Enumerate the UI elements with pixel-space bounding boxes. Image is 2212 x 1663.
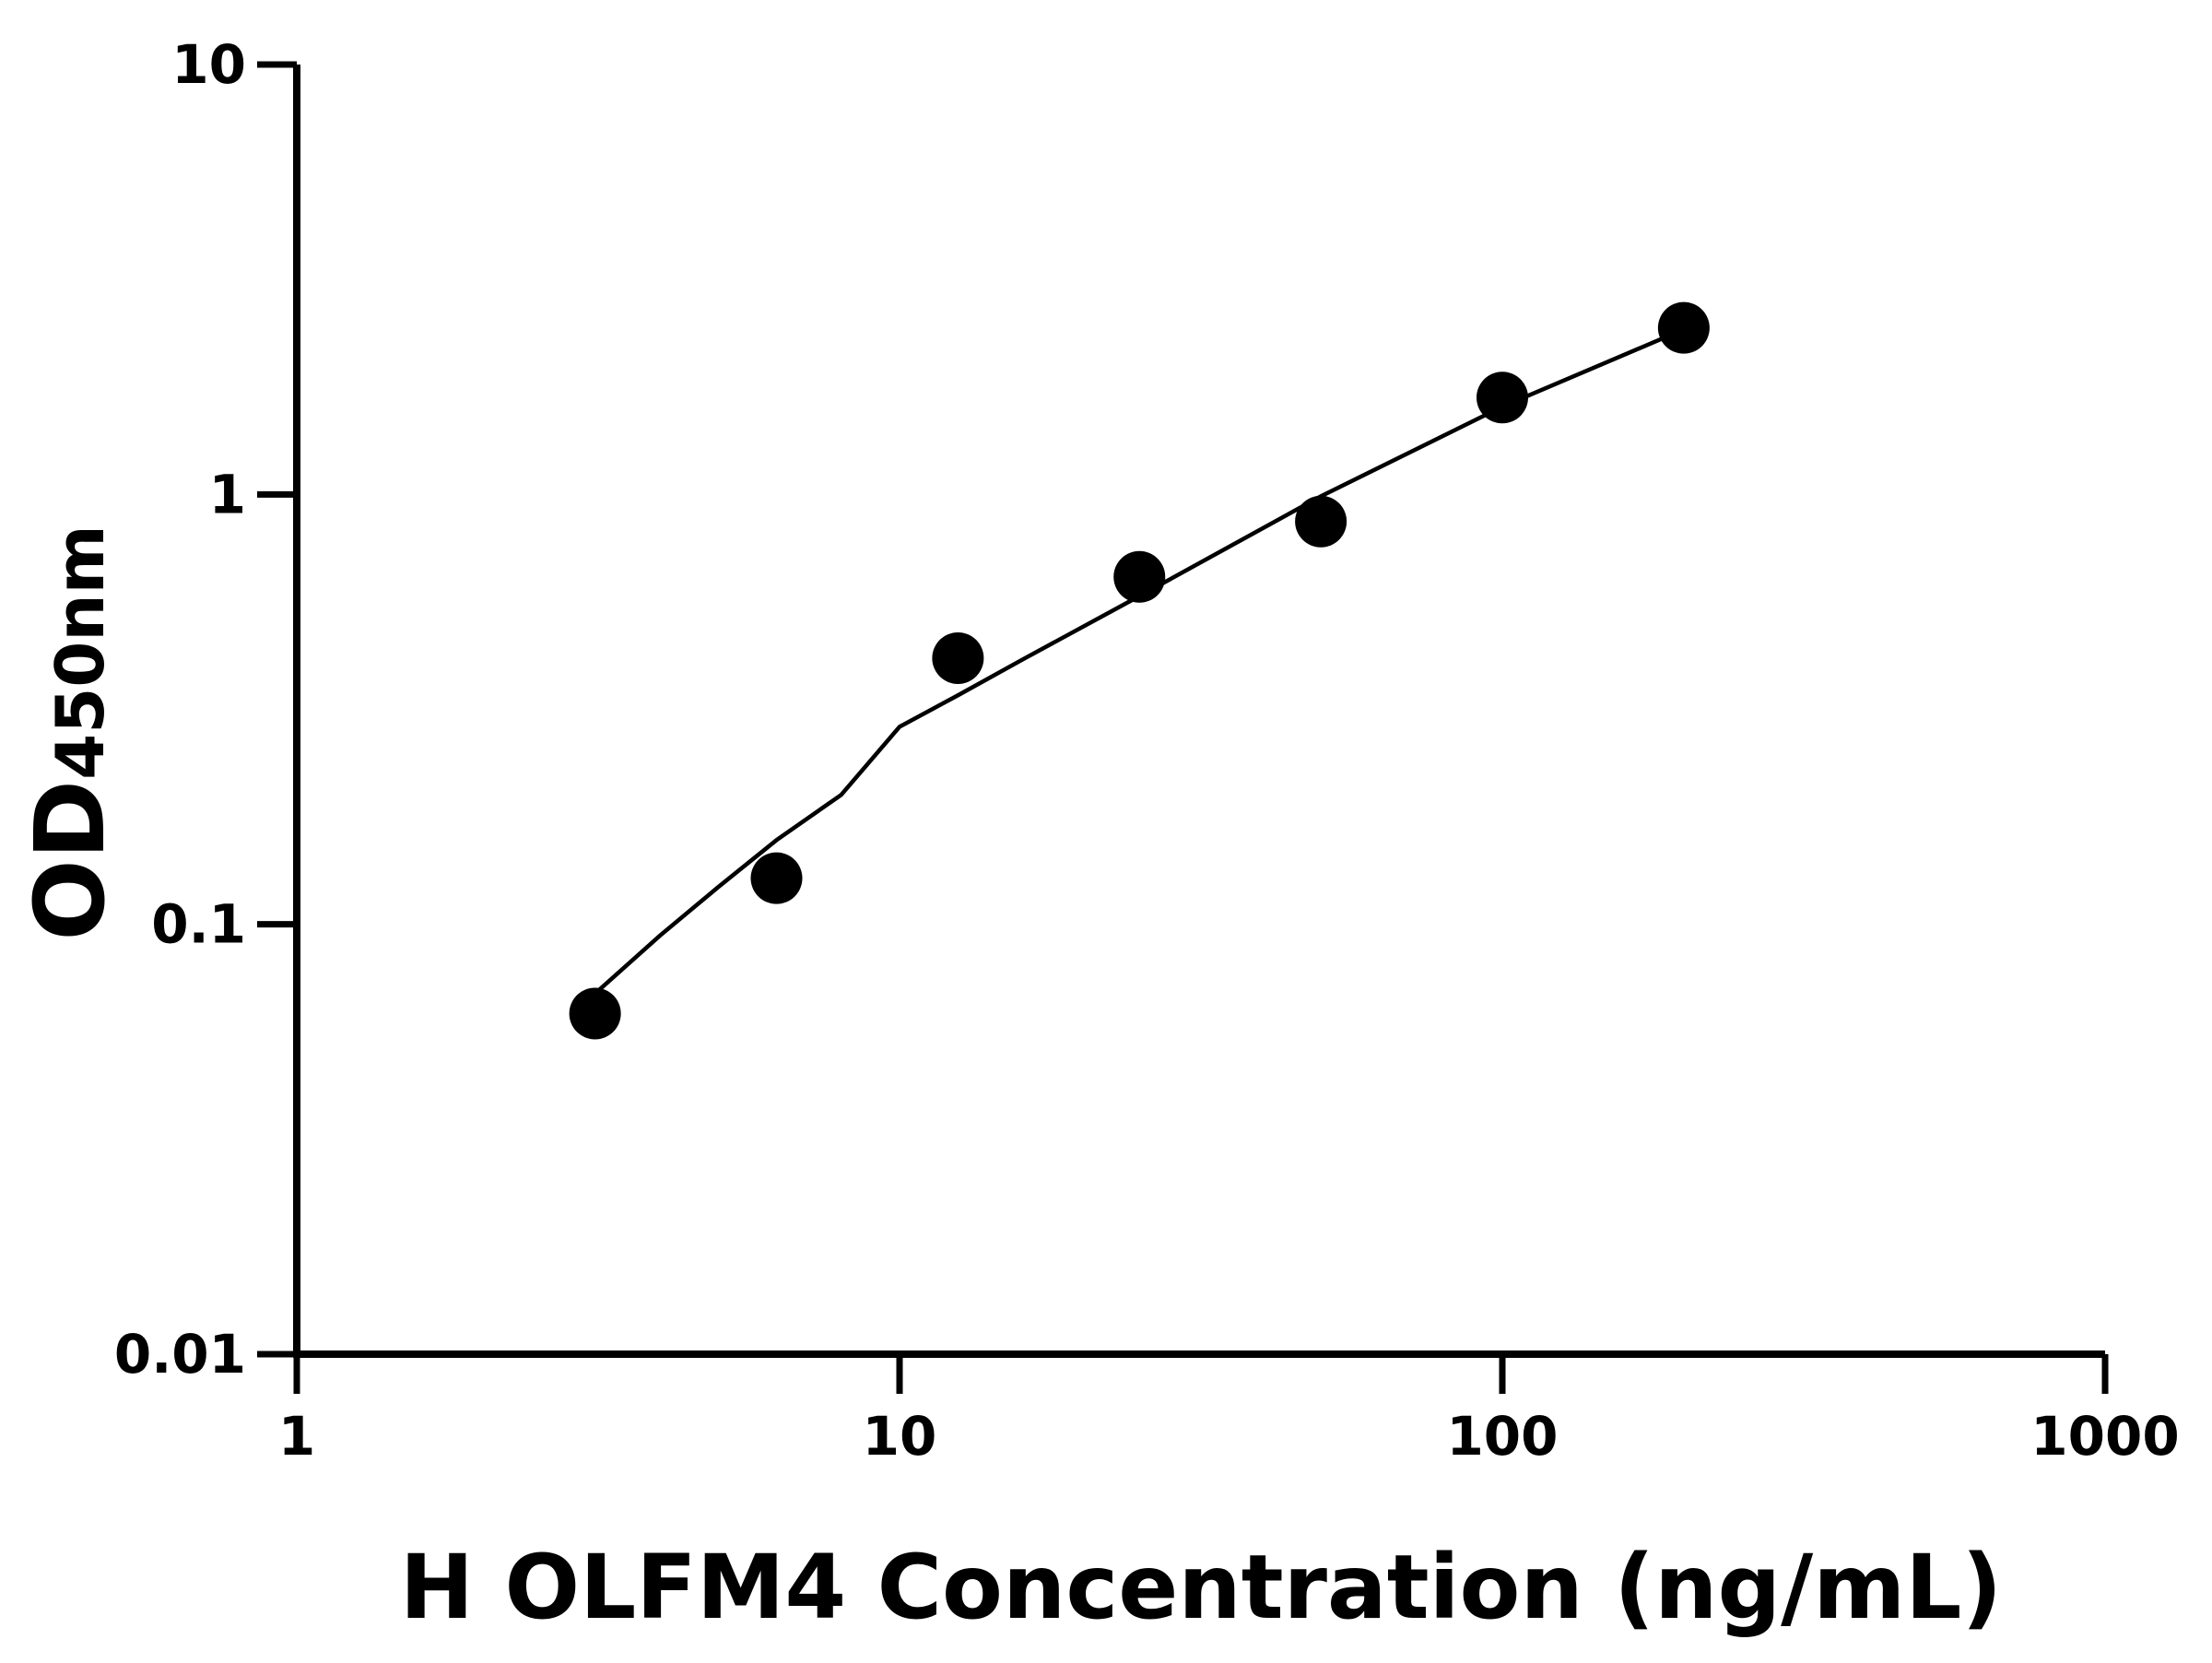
x-tick-label: 1 <box>278 1405 315 1468</box>
data-point <box>1113 550 1166 603</box>
y-axis-label-subscript: 450nm <box>41 525 119 780</box>
data-point <box>569 987 621 1040</box>
data-point <box>1295 495 1347 548</box>
data-point <box>932 631 984 684</box>
y-tick-label: 1 <box>209 463 246 525</box>
y-tick-label: 0.01 <box>114 1323 246 1386</box>
y-tick-label: 10 <box>171 33 246 96</box>
data-point <box>1477 372 1528 424</box>
x-axis-label: H OLFM4 Concentration (ng/mL) <box>400 1536 2003 1639</box>
data-point <box>750 852 803 904</box>
y-tick-label: 0.1 <box>151 893 246 956</box>
y-axis-label: OD450nm <box>14 525 126 940</box>
x-tick-label: 100 <box>1446 1405 1558 1468</box>
y-axis-label-text: OD <box>14 780 126 941</box>
fit-curve <box>594 327 1685 996</box>
x-tick-label: 10 <box>863 1405 937 1468</box>
x-tick-label: 1000 <box>2030 1405 2179 1468</box>
data-point <box>1657 301 1710 354</box>
